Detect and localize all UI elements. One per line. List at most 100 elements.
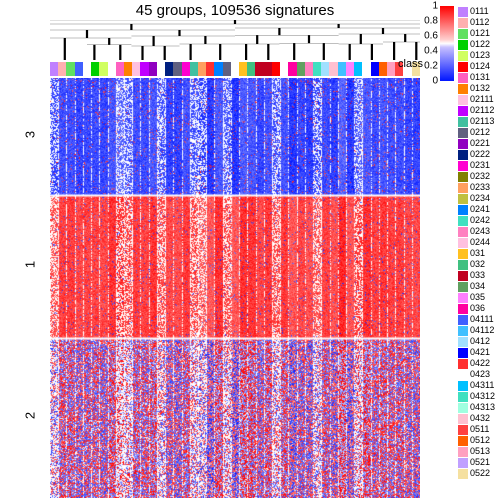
legend-item: 0422 [458,358,502,369]
legend-swatch [458,205,468,215]
row-cluster-label: 3 [23,124,38,144]
legend-swatch [458,249,468,259]
legend-item: 02113 [458,116,502,127]
column-group-swatch [206,62,214,76]
legend-item: 0432 [458,413,502,424]
legend-swatch [458,238,468,248]
column-group-swatch [379,62,387,76]
colorbar-tick: 0.8 [424,16,438,27]
legend-swatch [458,337,468,347]
legend-swatch [458,260,468,270]
legend-label: 0122 [470,40,490,49]
column-group-swatch [288,62,296,76]
column-group-swatch [91,62,99,76]
row-cluster-label: 1 [23,255,38,275]
legend-swatch [458,216,468,226]
legend-item: 0412 [458,336,502,347]
legend-label: 0233 [470,183,490,192]
legend-label: 0423 [470,370,490,379]
legend-swatch [458,29,468,39]
column-group-swatch [182,62,190,76]
legend-label: 0234 [470,194,490,203]
legend-item: 02111 [458,94,502,105]
legend-label: 036 [470,304,485,313]
column-group-swatch [173,62,181,76]
legend-item: 0242 [458,215,502,226]
legend-swatch [458,447,468,457]
legend-label: 0513 [470,447,490,456]
legend-item: 032 [458,259,502,270]
column-group-swatch [313,62,321,76]
legend-swatch [458,370,468,380]
legend-label: 0421 [470,348,490,357]
legend-label: 0241 [470,205,490,214]
legend-label: 0131 [470,73,490,82]
column-group-swatch [190,62,198,76]
legend-item: 033 [458,270,502,281]
column-group-swatch [280,62,288,76]
legend-label: 0121 [470,29,490,38]
legend-swatch [458,359,468,369]
colorbar-tick: 0.6 [424,31,438,42]
column-group-swatch [66,62,74,76]
legend-item: 036 [458,303,502,314]
legend-label: 033 [470,271,485,280]
legend-item: 04111 [458,314,502,325]
legend-item: 0132 [458,83,502,94]
row-cluster-labels: 312 [20,78,40,498]
legend-label: 0511 [470,425,489,434]
legend-item: 04313 [458,402,502,413]
legend-swatch [458,436,468,446]
legend-item: 0232 [458,171,502,182]
legend-item: 0243 [458,226,502,237]
legend-swatch [458,183,468,193]
column-group-swatch [140,62,148,76]
legend-label: 0521 [470,458,490,467]
legend-swatch [458,227,468,237]
legend-label: 034 [470,282,485,291]
legend-swatch [458,84,468,94]
heatmap [50,78,420,498]
legend-label: 035 [470,293,485,302]
legend-swatch [458,315,468,325]
legend-swatch [458,271,468,281]
legend-label: 0231 [470,161,490,170]
legend-label: 0111 [470,7,489,16]
legend-item: 0423 [458,369,502,380]
column-color-bar [50,62,420,76]
legend-label: 0242 [470,216,490,225]
column-group-swatch [264,62,272,76]
legend-label: 0432 [470,414,490,423]
legend-label: 04111 [470,315,494,324]
legend-item: 0244 [458,237,502,248]
legend-swatch [458,414,468,424]
legend-item: 0131 [458,72,502,83]
legend-label: 0132 [470,84,490,93]
colorbar-tick: 0 [432,76,438,87]
column-group-swatch [214,62,222,76]
legend-swatch [458,403,468,413]
column-group-swatch [223,62,231,76]
legend-swatch [458,40,468,50]
column-group-swatch [362,62,370,76]
legend-item: 0522 [458,468,502,479]
legend-label: 0123 [470,51,490,60]
legend-item: 0212 [458,127,502,138]
legend-swatch [458,117,468,127]
legend-swatch [458,73,468,83]
legend-swatch [458,458,468,468]
legend-swatch [458,392,468,402]
legend-swatch [458,194,468,204]
column-group-swatch [354,62,362,76]
legend-item: 0511 [458,424,502,435]
legend-label: 02112 [470,106,494,115]
dendrogram [50,20,420,60]
column-group-swatch [165,62,173,76]
legend-swatch [458,139,468,149]
column-group-swatch [247,62,255,76]
legend-label: 0112 [470,18,489,27]
legend-item: 0221 [458,138,502,149]
legend-item: 035 [458,292,502,303]
column-group-swatch [239,62,247,76]
legend-swatch [458,293,468,303]
